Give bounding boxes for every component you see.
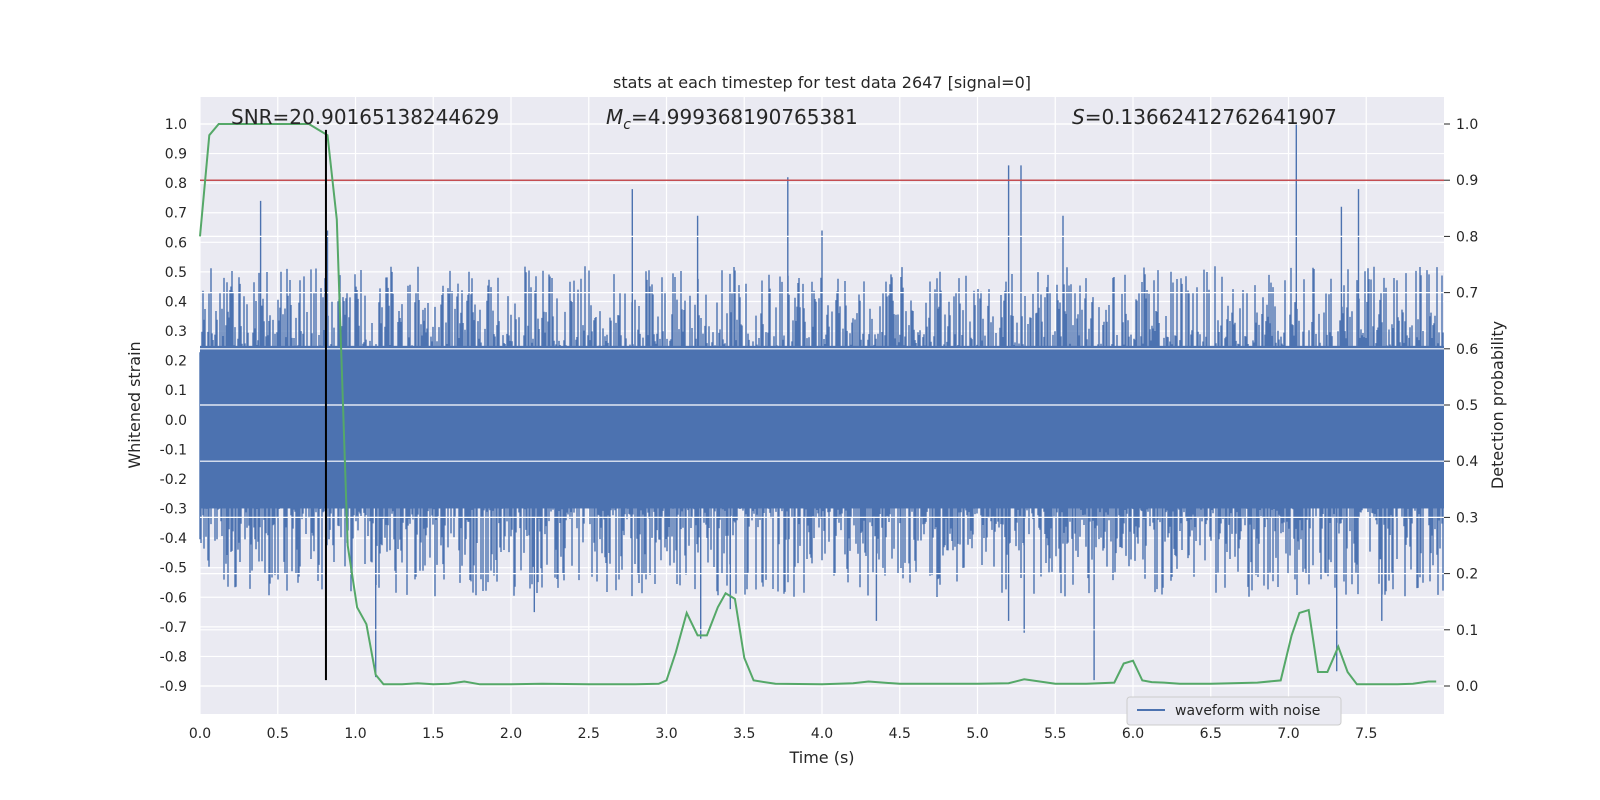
y-tick-label: -0.5 xyxy=(160,561,187,577)
s-symbol: S xyxy=(1072,105,1085,129)
y2-tick-labels: 1.0 0.9 0.8 0.7 0.6 0.5 0.4 0.3 0.2 0.1 0.0 xyxy=(1444,117,1478,695)
y-axis-label: Whitened strain xyxy=(125,341,144,468)
x-tick-label: 2.0 xyxy=(500,726,522,742)
x-tick-label: 1.5 xyxy=(422,726,444,742)
x-tick-labels: 0.0 0.5 1.0 1.5 2.0 2.5 3.0 3.5 4.0 4.5 5.0 5.5 6.0 6… xyxy=(189,726,1378,742)
y2-tick-label: 0.4 xyxy=(1456,454,1478,470)
waveform-series xyxy=(199,124,1444,681)
y-tick-label: -0.4 xyxy=(160,531,187,547)
y-tick-labels: 1.0 0.9 0.8 0.7 0.6 0.5 0.4 0.3 0.2 0.1 0.0 -0.1 -0.… xyxy=(160,117,187,695)
y-tick-label: 0.1 xyxy=(165,383,187,399)
x-tick-label: 6.5 xyxy=(1200,726,1222,742)
y2-tick-label: 0.1 xyxy=(1456,623,1478,639)
x-tick-label: 5.0 xyxy=(966,726,988,742)
x-tick-label: 4.5 xyxy=(889,726,911,742)
legend-waveform-label: waveform with noise xyxy=(1175,703,1320,719)
y-tick-label: 1.0 xyxy=(165,117,187,133)
x-tick-label: 3.0 xyxy=(655,726,677,742)
y-tick-label: 0.7 xyxy=(165,206,187,222)
y-tick-label: 0.8 xyxy=(165,176,187,192)
y-tick-label: 0.5 xyxy=(165,265,187,281)
chirp-mass-symbol: M xyxy=(606,105,623,129)
y-tick-label: 0.6 xyxy=(165,235,187,251)
x-tick-label: 0.5 xyxy=(267,726,289,742)
s-annotation: S=0.13662412762641907 xyxy=(1072,105,1337,129)
y2-tick-label: 0.6 xyxy=(1456,342,1478,358)
waveform-band xyxy=(200,345,1444,509)
x-tick-label: 1.0 xyxy=(344,726,366,742)
chirp-mass-annotation: Mc=4.999368190765381 xyxy=(606,105,858,133)
x-tick-label: 0.0 xyxy=(189,726,211,742)
y-tick-label: -0.3 xyxy=(160,502,187,518)
legend: waveform with noise xyxy=(1126,696,1342,726)
y-tick-label: 0.2 xyxy=(165,354,187,370)
y-tick-label: -0.9 xyxy=(160,679,187,695)
x-tick-label: 7.5 xyxy=(1355,726,1377,742)
probability-series xyxy=(199,123,1437,686)
x-tick-label: 2.5 xyxy=(578,726,600,742)
chirp-mass-subscript: c xyxy=(623,117,631,133)
y-tick-label: -0.7 xyxy=(160,620,187,636)
y2-tick-label: 0.2 xyxy=(1456,567,1478,583)
y-tick-label: 0.4 xyxy=(165,294,187,310)
y-tick-label: -0.1 xyxy=(160,442,187,458)
y-tick-label: -0.6 xyxy=(160,590,187,606)
x-axis-label: Time (s) xyxy=(788,748,854,767)
y2-tick-label: 0.9 xyxy=(1456,173,1478,189)
y2-tick-label: 0.3 xyxy=(1456,510,1478,526)
y2-tick-label: 0.5 xyxy=(1456,398,1478,414)
x-tick-label: 5.5 xyxy=(1044,726,1066,742)
x-tick-label: 6.0 xyxy=(1122,726,1144,742)
x-tick-label: 4.0 xyxy=(811,726,833,742)
y2-tick-label: 0.8 xyxy=(1456,229,1478,245)
snr-annotation: SNR=20.90165138244629 xyxy=(231,105,499,129)
y-tick-label: -0.2 xyxy=(160,472,187,488)
chirp-mass-value: =4.999368190765381 xyxy=(631,105,858,129)
s-value: =0.13662412762641907 xyxy=(1085,105,1337,129)
legend-box xyxy=(1126,696,1342,726)
y2-axis-label: Detection probability xyxy=(1488,321,1507,489)
y2-tick-label: 0.7 xyxy=(1456,286,1478,302)
y-tick-label: 0.0 xyxy=(165,413,187,429)
x-tick-label: 3.5 xyxy=(733,726,755,742)
y-tick-label: -0.8 xyxy=(160,649,187,665)
chart-title: stats at each timestep for test data 264… xyxy=(613,73,1031,92)
y2-tick-label: 0.0 xyxy=(1456,679,1478,695)
y-tick-label: 0.9 xyxy=(165,147,187,163)
x-tick-label: 7.0 xyxy=(1277,726,1299,742)
y2-tick-label: 1.0 xyxy=(1456,117,1478,133)
y-tick-label: 0.3 xyxy=(165,324,187,340)
